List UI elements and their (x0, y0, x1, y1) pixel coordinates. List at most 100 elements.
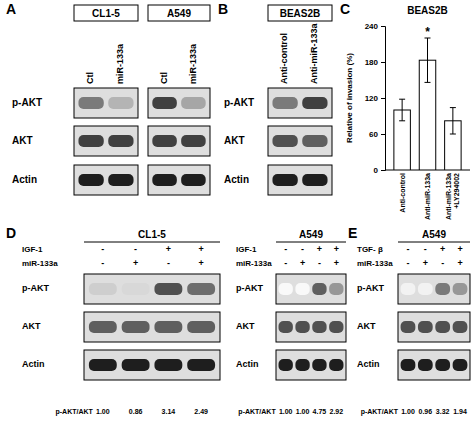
row-label: Actin (12, 174, 37, 185)
tick-mark (381, 170, 385, 171)
blot-title: A549 (299, 229, 323, 240)
condition-sign: - (284, 244, 287, 254)
blot-strip (276, 274, 346, 304)
band (279, 283, 293, 295)
panel: EA549TGF- β--++miR-133a-+-+p-AKTAKTActin… (348, 225, 470, 416)
condition-sign: + (440, 244, 445, 254)
band (122, 359, 150, 371)
row-label: p-AKT (12, 97, 42, 108)
error-stem (452, 108, 453, 134)
figure: ACL1-5CtlmiR-133ap-AKTAKTActinA549CtlmiR… (0, 0, 474, 439)
condition-sign: - (424, 244, 427, 254)
blot-strip (398, 274, 470, 304)
band (401, 283, 416, 295)
band (329, 359, 343, 371)
tick-label: 240 (365, 22, 379, 31)
panel: C (340, 1, 350, 17)
band (418, 283, 433, 295)
error-cap (450, 107, 456, 108)
condition-label: miR-133a (357, 259, 393, 268)
band (187, 283, 215, 295)
ratio-value: 1.00 (296, 408, 310, 415)
band (272, 97, 297, 109)
error-cap (399, 120, 405, 121)
ratio-value: 3.14 (162, 408, 176, 415)
band (122, 283, 150, 295)
band (154, 359, 182, 371)
tick-mark (381, 134, 385, 135)
row-label: Actin (357, 359, 380, 369)
blot-strip (276, 350, 346, 380)
band (312, 359, 326, 371)
band (418, 359, 433, 371)
tick-label: 0 (374, 166, 379, 175)
band (435, 321, 450, 333)
axis-line (381, 27, 386, 171)
tick: 180 (365, 58, 385, 67)
band (453, 283, 468, 295)
band (108, 97, 133, 109)
condition-sign: + (300, 258, 305, 268)
condition-label: miR-133a (236, 259, 272, 268)
title-box (74, 5, 138, 21)
band (435, 359, 450, 371)
title-underline (84, 242, 220, 243)
tick-label: 120 (365, 94, 379, 103)
panel-label: C (340, 1, 350, 17)
row-label: p-AKT (22, 283, 49, 293)
error-stem (402, 99, 403, 121)
band (302, 135, 327, 147)
ratio-value: 0.96 (419, 408, 433, 415)
band (453, 359, 468, 371)
band (302, 174, 327, 186)
blot-strip (268, 165, 332, 195)
condition-sign: - (284, 258, 287, 268)
lane-label: miR-133a (188, 43, 198, 84)
row-label: Actin (224, 174, 249, 185)
category-label: Anti-control (399, 173, 406, 213)
blot-strip (398, 312, 470, 342)
blot-strip (148, 88, 210, 118)
band (152, 135, 177, 147)
blot-strip (148, 126, 210, 156)
ratio-value: 3.32 (436, 408, 450, 415)
error-cap (399, 99, 405, 100)
row-label: p-AKT (236, 283, 263, 293)
band (154, 283, 182, 295)
row-label: AKT (22, 321, 41, 331)
panel-label: A (6, 1, 16, 17)
condition-sign: + (334, 244, 339, 254)
tick: 120 (365, 94, 385, 103)
condition-label: miR-133a (22, 259, 58, 268)
band (89, 283, 117, 295)
band (453, 321, 468, 333)
ratio-value: 2.49 (194, 408, 208, 415)
condition-label: IGF-1 (236, 245, 257, 254)
blot-strip (84, 312, 220, 342)
tick: 240 (365, 22, 385, 31)
blot-title: CL1-5 (92, 8, 120, 19)
blot-title: CL1-5 (138, 229, 166, 240)
condition-sign: + (199, 244, 204, 254)
band (181, 174, 206, 186)
ratio-value: 2.92 (329, 408, 343, 415)
blot: A549IGF-1--++miR-133a-+-+p-AKTAKTActinp-… (236, 229, 346, 416)
ratio-value: 0.86 (129, 408, 143, 415)
blot-strip (74, 88, 138, 118)
condition-label: IGF-1 (22, 245, 43, 254)
band (279, 321, 293, 333)
error-cap (450, 134, 456, 135)
blot-strip (74, 126, 138, 156)
condition-sign: - (134, 244, 137, 254)
blot: BEAS2BAnti-controlAnti-miR-133ap-AKTAKTA… (224, 5, 332, 195)
blot: CL1-5IGF-1--++miR-133a-+-+p-AKTAKTActinp… (22, 229, 220, 416)
row-label: p-AKT (224, 97, 254, 108)
panel: BBEAS2BAnti-controlAnti-miR-133ap-AKTAKT… (218, 1, 332, 195)
condition-sign: - (406, 258, 409, 268)
band (312, 321, 326, 333)
blot-strip (398, 350, 470, 380)
tick-label: 180 (365, 58, 379, 67)
panel: ACL1-5CtlmiR-133ap-AKTAKTActinA549CtlmiR… (6, 1, 210, 195)
band (279, 359, 293, 371)
ratio-label: p-AKT/AKT (361, 408, 399, 416)
